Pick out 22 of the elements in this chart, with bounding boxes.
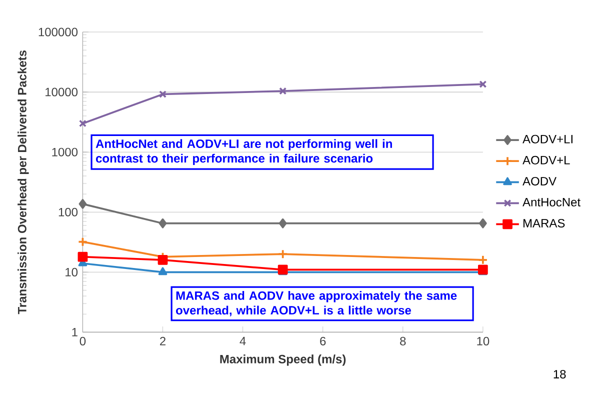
x-tick-label: 4: [240, 337, 246, 346]
x-tick-label: 6: [320, 337, 326, 346]
x-tick-label: 8: [400, 337, 406, 346]
x-tick-label: 10: [477, 337, 490, 346]
legend-label: AODV: [522, 177, 556, 186]
legend-label: AntHocNet: [522, 198, 580, 207]
y-tick-label: 1: [72, 328, 78, 337]
legend-label: MARAS: [524, 219, 565, 228]
x-tick-label: 0: [80, 337, 86, 346]
annotation: MARAS and AODV have approximately the same overhead, while AODV+L is a little worse: [176, 291, 457, 316]
legend-label: AODV+LI: [522, 135, 572, 144]
x-axis-title: Maximum Speed (m/s): [220, 354, 346, 366]
annotation: AntHocNet and AODV+LI are not performing well in contrast to their performance in failure scenario: [96, 139, 392, 166]
y-axis-title: Transmission Overhead per Delivered Packets: [18, 50, 29, 314]
y-tick-label: 10: [66, 268, 78, 277]
y-tick-label: 10000: [46, 88, 78, 97]
y-tick-label: 1000: [52, 148, 78, 157]
x-tick-label: 2: [160, 337, 166, 346]
y-tick-label: 100: [58, 208, 78, 217]
text: 18: [554, 370, 566, 379]
y-tick-label: 100000: [38, 28, 78, 36]
legend-label: AODV+L: [522, 156, 570, 165]
